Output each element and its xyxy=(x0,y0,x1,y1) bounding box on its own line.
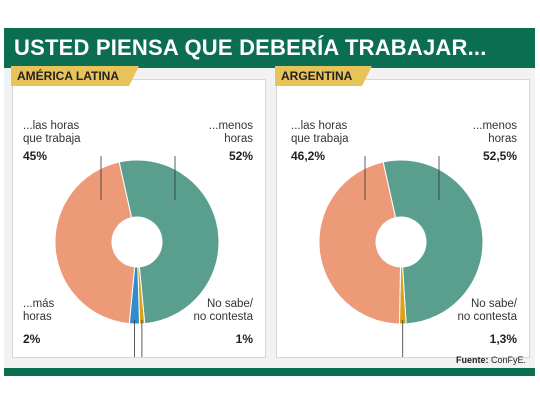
label-las-horas: ...las horas que trabaja xyxy=(291,120,349,145)
page-title: USTED PIENSA QUE DEBERÍA TRABAJAR... xyxy=(14,35,487,60)
pct-las-horas: 45% xyxy=(23,149,48,163)
source-label: Fuente: xyxy=(455,355,489,365)
label-mas-horas: ...más horas xyxy=(23,298,55,323)
panel-tab-america-latina: AMÉRICA LATINA xyxy=(11,66,139,86)
slice-las-horas xyxy=(318,161,402,325)
slice-las-horas xyxy=(54,161,136,325)
source-note: Fuente: ConFyE. xyxy=(456,355,526,365)
pct-no-sabe: 1% xyxy=(235,332,253,346)
slice-menos-horas xyxy=(382,159,484,325)
label-menos-horas: ...menos horas xyxy=(208,120,253,145)
pct-mas-horas: 2% xyxy=(23,332,41,346)
header-bar: USTED PIENSA QUE DEBERÍA TRABAJAR... xyxy=(4,28,535,68)
pct-las-horas: 46,2% xyxy=(291,149,326,163)
label-no-sabe: No sabe/no contesta xyxy=(193,298,253,323)
panel-tab-argentina: ARGENTINA xyxy=(275,66,373,86)
label-las-horas: ...las horas que trabaja xyxy=(23,120,81,145)
slice-menos-horas xyxy=(118,159,220,325)
panel-america-latina: AMÉRICA LATINA ...las horas que trabaja 4… xyxy=(11,66,266,358)
donut-chart-argentina xyxy=(318,156,484,357)
donut-chart-america-latina xyxy=(54,156,220,357)
pct-menos-horas: 52,5% xyxy=(482,149,517,163)
label-menos-horas: ...menos horas xyxy=(472,120,517,145)
pct-menos-horas: 52% xyxy=(228,149,253,163)
footer-bar xyxy=(4,368,535,376)
pct-no-sabe: 1,3% xyxy=(489,332,517,346)
label-no-sabe: No sabe/no contesta xyxy=(457,298,517,323)
panel-argentina: ARGENTINA ...las horas que trabaja 46,2% … xyxy=(275,66,530,358)
source-value: ConFyE. xyxy=(490,355,526,365)
